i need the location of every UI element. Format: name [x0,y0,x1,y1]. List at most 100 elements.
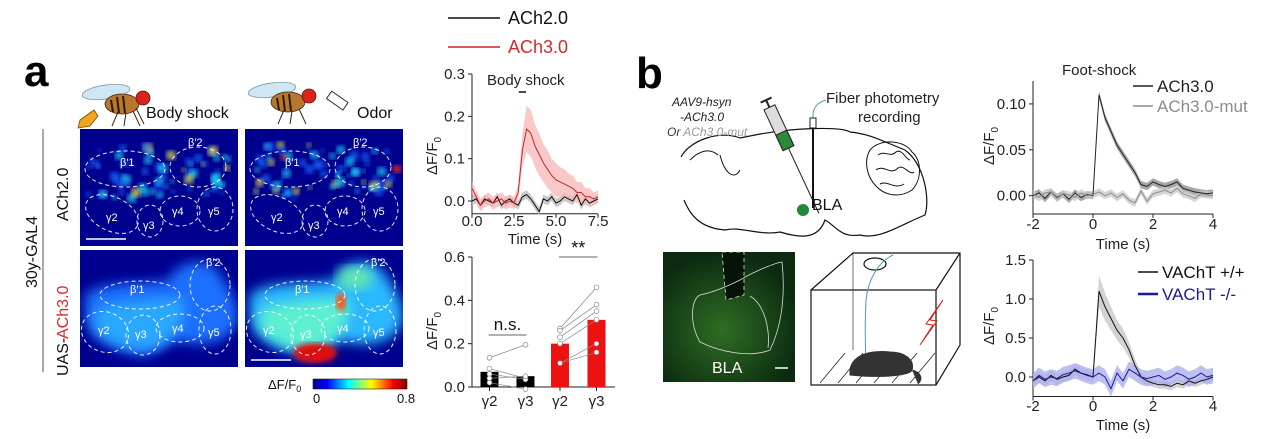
histology-image [663,251,795,382]
signal-blob [284,166,290,171]
signal-blob [98,190,107,199]
paired-line [559,319,597,344]
region-outline [198,305,232,355]
data-point [522,342,529,348]
cerebellum-icon [866,141,920,196]
paired-line [489,373,526,380]
y-axis-label-sub: 0 [990,126,1001,132]
data-point [522,373,529,379]
signal-blob [140,188,149,197]
paired-line [559,343,597,364]
region-outline [85,194,139,234]
region-label-gamma: γ3 [300,329,312,341]
x-tick-label: γ2 [482,393,498,410]
region-label-beta: β′2 [206,257,221,269]
colorbar-label-text: ΔF/F [268,377,296,392]
signal-blob [118,189,125,196]
data-point [557,327,563,334]
region-label-gamma: γ5 [208,327,220,339]
signal-blob [143,156,153,165]
region-outline [189,258,231,312]
region-outline [196,186,234,232]
signal-blob [255,155,265,165]
region-outline [80,310,130,354]
x-tick-label: γ3 [518,393,534,410]
signal-blob [346,173,351,178]
sem-band-1 [472,105,598,212]
legend-label: VAChT +/+ [1162,263,1245,282]
data-point [593,349,600,356]
chart-3: 0.0 0.5 1.0 1.5 -2 0 2 4 Time (s) VAChT +/+ VAChT … [1005,252,1244,434]
signal-blob [363,160,370,167]
colorbar-label: ΔF/F0 [268,377,301,394]
x-tick-label: 5.0 [546,213,567,230]
paired-line [489,382,526,390]
signal-blob [219,190,225,196]
signal-blob [124,161,131,168]
signal-blob [304,164,315,174]
signal-blob [223,164,231,172]
row-label-ach3: ACh3.0 [55,286,72,339]
signal-blob [329,184,336,190]
mouse-icon [849,351,922,385]
data-point [593,284,600,291]
signal-blob [184,174,194,184]
signal-blob [268,181,277,190]
brain-outline [680,127,928,237]
signal-blob [85,192,91,198]
signal-core [260,298,349,350]
signal-blob [97,147,102,152]
signal-core [95,298,184,350]
x-tick-label: 0 [1089,216,1097,233]
x-tick-label: 2.5 [504,213,525,230]
signal-blob [169,179,175,184]
y-tick-label: 0.05 [997,142,1026,159]
region-label-beta: β′1 [120,157,135,169]
signal-blob [213,154,221,162]
data-point [593,308,600,314]
region-label-beta: β′1 [130,284,145,296]
paired-line [489,344,526,359]
x-axis-label: Time (s) [1096,417,1150,434]
signal-blob [315,160,324,169]
signal-blob [354,188,360,194]
region-label-gamma: γ3 [135,329,147,341]
signal-blob [345,157,355,167]
x-axis-label: Time (s) [1096,236,1150,253]
signal-blob [340,165,347,172]
target-label: BLA [812,197,843,214]
y-axis-label: ΔF/F0 [981,306,1001,345]
legend-label: ACh3.0 [1157,77,1214,96]
signal-blob [383,148,390,155]
region-label-gamma: γ4 [172,206,184,218]
y-axis-label-text: ΔF/F [424,317,441,350]
region-outline [84,150,166,188]
virus-label-1: AAV9-hsyn [671,95,732,109]
signal-blob [351,168,360,177]
legend-label: ACh2.0 [508,8,568,28]
signal-blob [307,185,313,190]
signal-blob [158,163,168,173]
y-tick-label: 0.0 [444,193,465,210]
y-axis-label-sub: 0 [433,136,444,142]
region-label-beta: β′2 [371,257,386,269]
heatmap-panel: β′1 β′2 γ2 γ3 γ4 γ5 [80,129,238,246]
region-outline [159,195,201,227]
y-tick-label: 0.1 [444,151,465,168]
fly-body-shock-icon [77,83,151,129]
paired-line [559,287,597,329]
virus-label-or: Or ACh3.0-mut [667,125,748,139]
region-label-beta: β′1 [295,284,310,296]
signal-blob [267,158,275,166]
data-point [557,340,563,347]
region-outline [354,258,396,312]
x-tick-label: γ3 [589,393,605,410]
x-tick-label: 0.0 [462,213,483,230]
series-line-1 [471,127,599,207]
region-label-gamma: γ3 [143,220,155,232]
region-outline [99,280,181,310]
region-outline [301,204,329,238]
data-point [522,386,529,392]
colorbar-min: 0 [313,391,320,406]
signal-blob [209,187,214,192]
